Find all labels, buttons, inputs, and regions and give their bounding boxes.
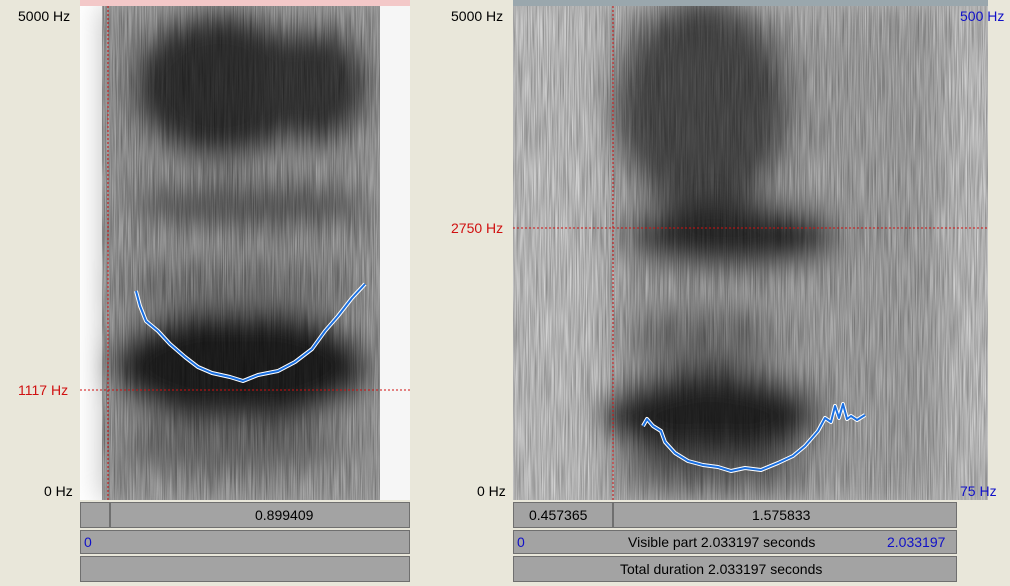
right-spectral-energy — [513, 6, 988, 500]
right-freq-top-label: 5000 Hz — [451, 8, 504, 24]
left-spectrogram-graphic — [80, 6, 410, 500]
left-freq-top-label: 5000 Hz — [18, 8, 71, 24]
left-total-bar[interactable] — [80, 556, 410, 582]
left-spectrogram[interactable] — [80, 6, 410, 500]
right-visible-part: Visible part 2.033197 seconds — [628, 534, 816, 550]
left-top-strip — [80, 0, 410, 6]
left-cursor-time: 0.899409 — [255, 507, 314, 523]
right-visible-start: 0 — [517, 534, 525, 550]
right-freq-cursor-label: 2750 Hz — [451, 220, 504, 236]
left-segment-bar-before[interactable] — [80, 502, 110, 528]
right-pitch-top-label: 500 Hz — [960, 8, 1005, 24]
left-spectral-energy — [102, 6, 410, 500]
right-visible-bar[interactable]: 0 Visible part 2.033197 seconds 2.033197 — [513, 530, 957, 554]
right-sound-editor: 5000 Hz 2750 Hz 0 Hz 500 Hz 75 Hz 0.4573… — [430, 0, 1010, 586]
right-pitch-bottom-label: 75 Hz — [960, 483, 997, 499]
left-visible-bar[interactable]: 0 — [80, 530, 410, 554]
left-visible-start: 0 — [84, 534, 92, 550]
right-total-bar[interactable]: Total duration 2.033197 seconds — [513, 556, 957, 582]
left-freq-cursor-label: 1117 Hz — [18, 382, 69, 398]
left-freq-bottom-label: 0 Hz — [44, 483, 73, 499]
left-segment-bar-after[interactable]: 0.899409 — [110, 502, 410, 528]
right-visible-end: 2.033197 — [887, 534, 946, 550]
left-sound-editor: 5000 Hz 1117 Hz 0 Hz 0.899409 0 — [0, 0, 412, 586]
right-segment-bar-before[interactable]: 0.457365 — [513, 502, 613, 528]
right-freq-bottom-label: 0 Hz — [477, 483, 506, 499]
right-spectrogram-graphic — [513, 6, 988, 500]
right-segment-after-time: 1.575833 — [752, 507, 811, 523]
right-segment-bar-after[interactable]: 1.575833 — [613, 502, 957, 528]
right-top-strip — [513, 0, 988, 6]
right-spectrogram[interactable] — [513, 6, 988, 500]
right-segment-before-time: 0.457365 — [529, 507, 588, 523]
right-total-duration: Total duration 2.033197 seconds — [620, 561, 823, 577]
